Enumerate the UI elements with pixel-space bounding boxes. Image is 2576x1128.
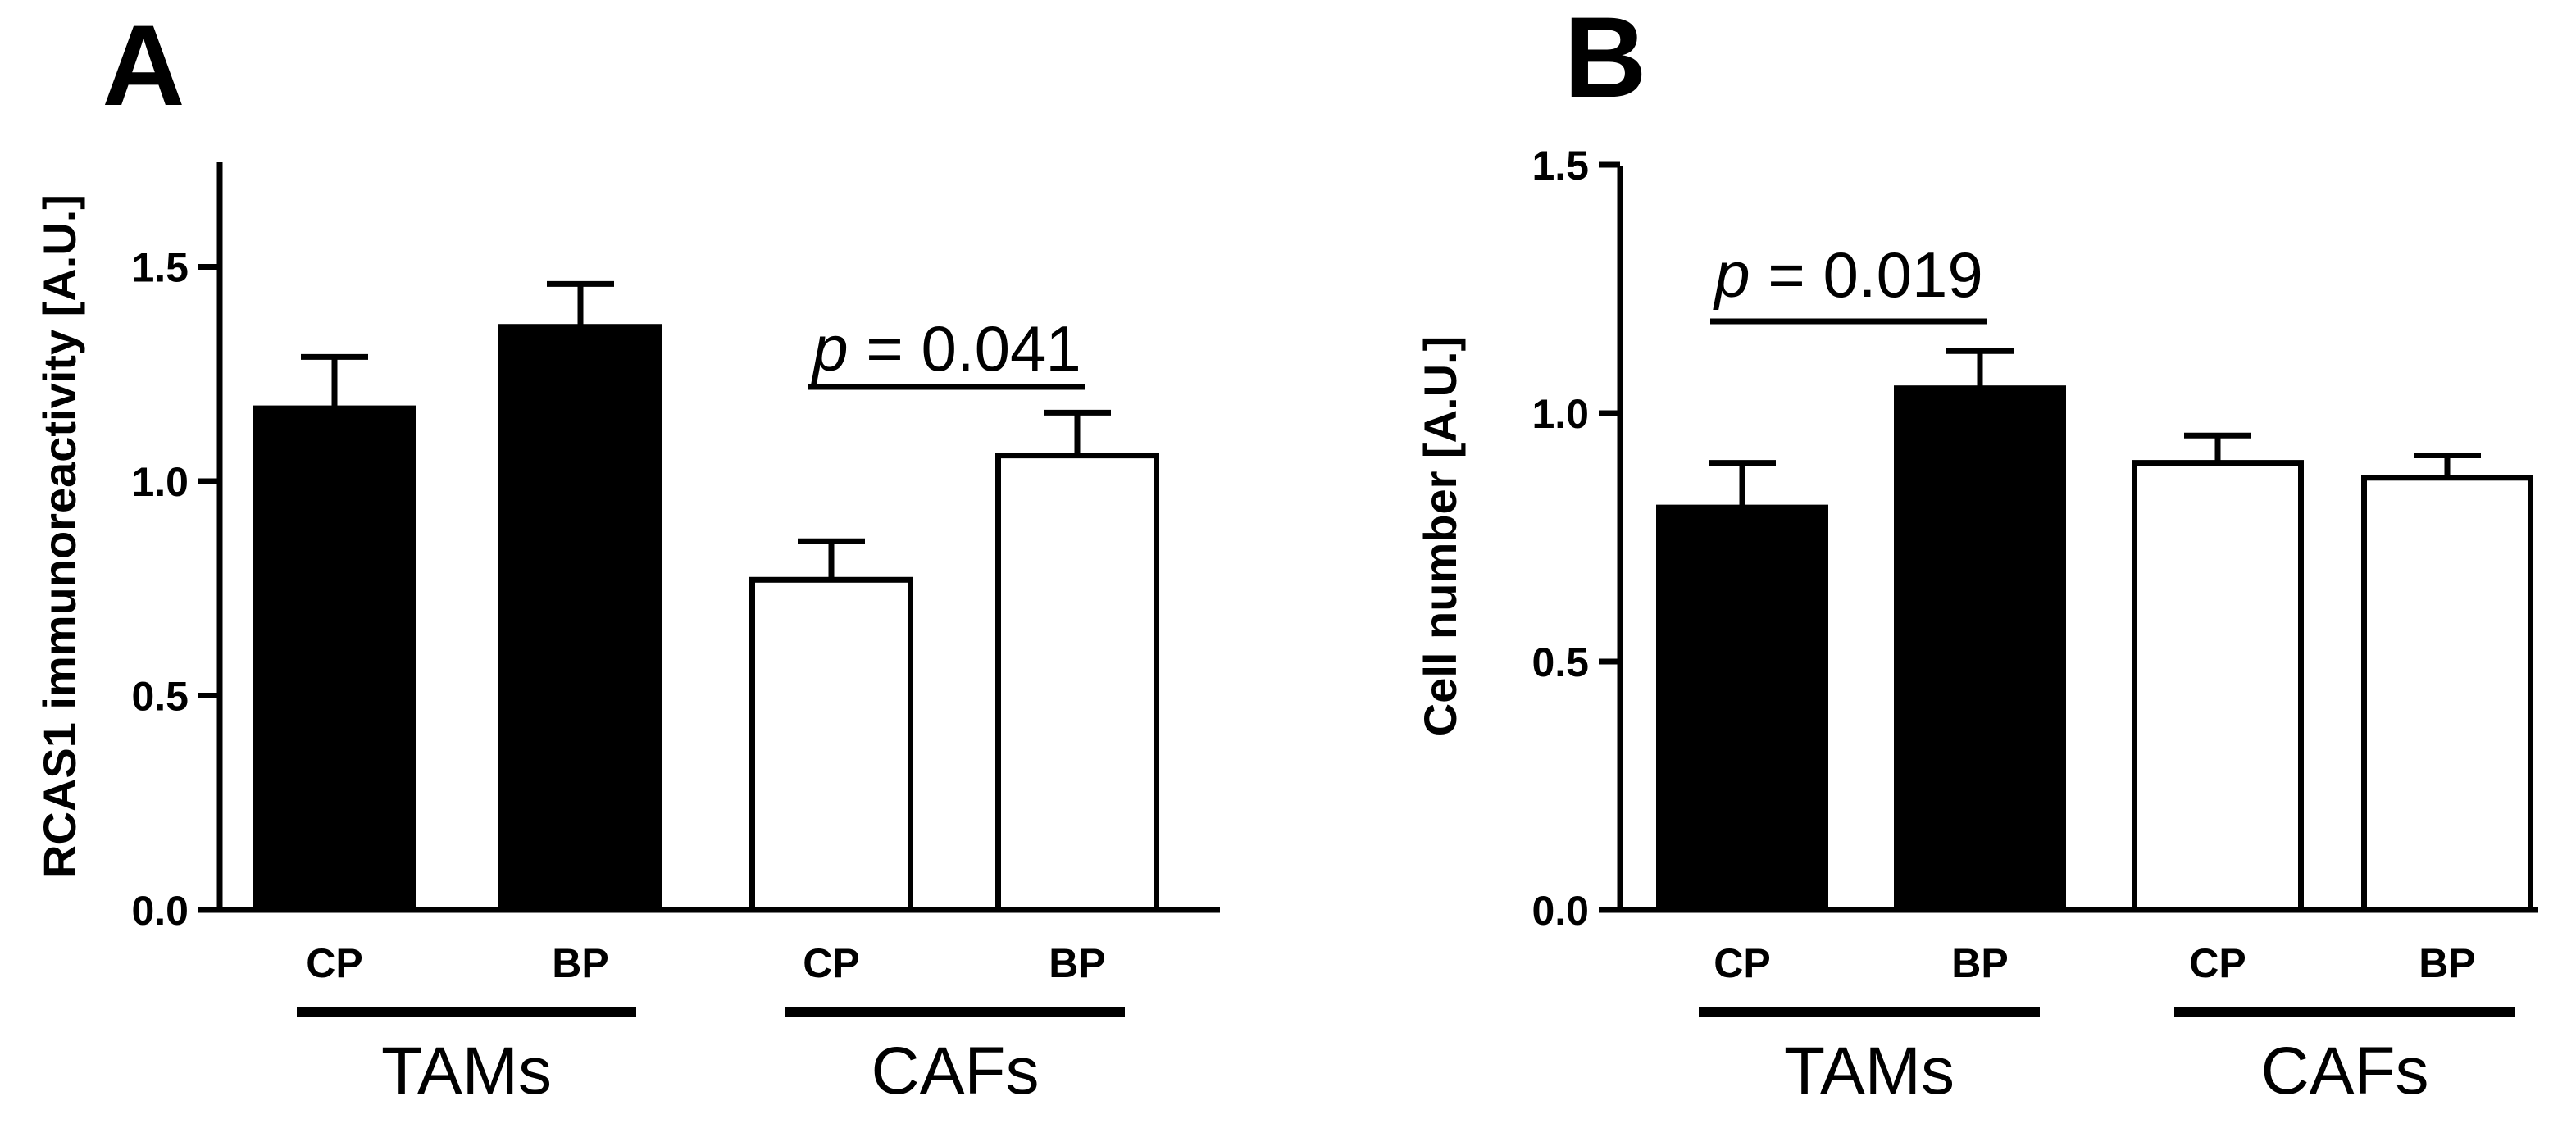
y-tick-label: 1.5	[1531, 143, 1589, 189]
p-value-text: = 0.041	[849, 312, 1081, 384]
p-symbol: p	[1713, 239, 1750, 311]
panel-a: A 0.0 0.5 1.0 1.5 RCAS1 immunoreactivity [A.U…	[34, 1, 1220, 1108]
y-tick-label: 0.0	[131, 888, 189, 934]
y-tick-label: 0.0	[1531, 888, 1589, 934]
y-tick-label: 1.0	[1531, 391, 1589, 437]
p-symbol: p	[811, 312, 848, 384]
bar-4	[995, 453, 1159, 913]
category-label-3: CP	[803, 940, 859, 986]
y-axis-title: RCAS1 immunoreactivity [A.U.]	[34, 194, 85, 878]
category-label-1: CP	[1714, 940, 1770, 986]
y-tick-label: 1.0	[131, 459, 189, 505]
category-label-4: BP	[2419, 940, 2475, 986]
bar-1	[253, 405, 416, 913]
p-value-label: p = 0.019	[1713, 239, 1982, 311]
bar-4	[2361, 475, 2533, 913]
group-label-1: TAMs	[1784, 1034, 1955, 1108]
panel-b: B 0.0 0.5 1.0 1.5 Cell number [A.U.] CP BP CP BP T…	[1414, 0, 2538, 1108]
bar-2	[498, 324, 662, 913]
y-tick-label: 0.5	[1531, 639, 1589, 685]
bar-1	[1656, 504, 1828, 913]
bar-3	[749, 576, 913, 913]
panel-letter: A	[102, 1, 184, 130]
category-label-3: CP	[2189, 940, 2246, 986]
panel-letter: B	[1563, 0, 1646, 121]
group-label-2: CAFs	[2261, 1034, 2429, 1108]
category-label-1: CP	[306, 940, 362, 986]
bar-3	[2132, 460, 2304, 913]
group-label-2: CAFs	[872, 1034, 1040, 1108]
group-label-1: TAMs	[381, 1034, 552, 1108]
p-value-label: p = 0.041	[811, 312, 1081, 384]
category-label-4: BP	[1049, 940, 1105, 986]
bar-2	[1894, 385, 2066, 913]
category-label-2: BP	[1951, 940, 2008, 986]
category-label-2: BP	[552, 940, 608, 986]
y-tick-label: 0.5	[131, 674, 189, 720]
y-tick-label: 1.5	[131, 245, 189, 291]
p-value-text: = 0.019	[1750, 239, 1983, 311]
y-axis-title: Cell number [A.U.]	[1414, 336, 1466, 736]
